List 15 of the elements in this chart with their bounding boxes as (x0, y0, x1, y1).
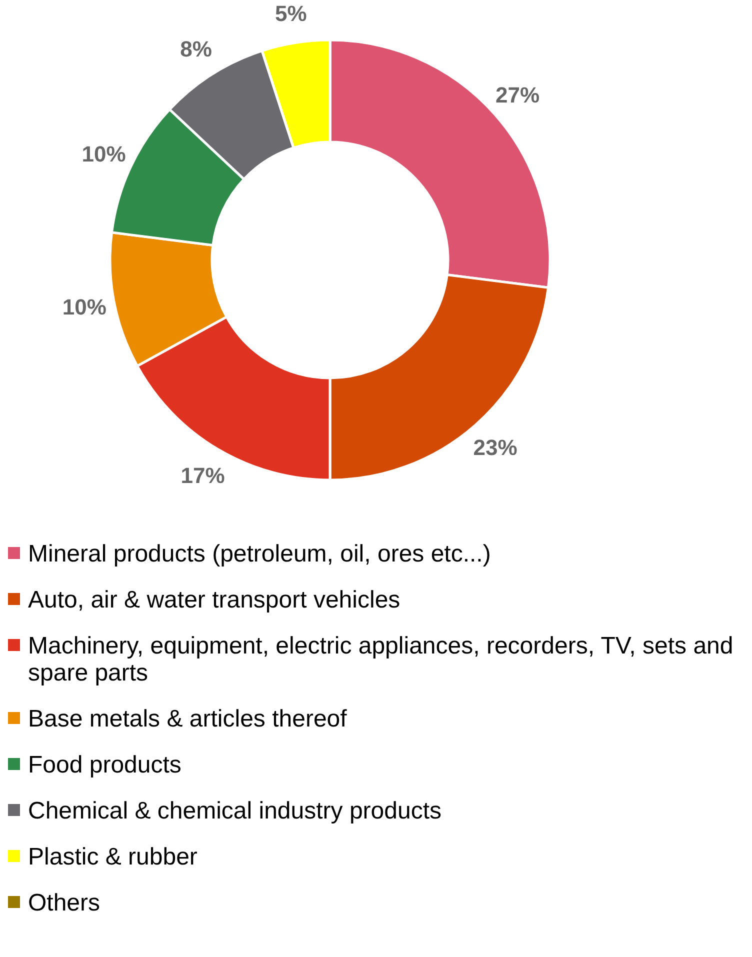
legend-label: Food products (28, 751, 182, 778)
legend-label: Mineral products (petroleum, oil, ores etc...) (28, 540, 491, 568)
data-label: 8% (180, 36, 212, 62)
data-label: 5% (274, 0, 307, 26)
legend-label: Auto, air & water transport vehicles (28, 586, 400, 614)
data-label: 10% (82, 141, 126, 166)
legend-label: Base metals & articles thereof (28, 705, 348, 732)
data-label: 17% (180, 462, 225, 488)
data-label: 27% (496, 82, 540, 108)
legend-label: Chemical & chemical industry products (28, 797, 442, 824)
data-label: 10% (62, 294, 106, 320)
legend-label: Machinery, equipment, electric appliances, recorders, TV, sets and spare parts (28, 632, 734, 686)
data-label: 23% (473, 435, 518, 460)
legend-label: Others (28, 889, 100, 916)
legend-label: Plastic & rubber (28, 843, 198, 870)
